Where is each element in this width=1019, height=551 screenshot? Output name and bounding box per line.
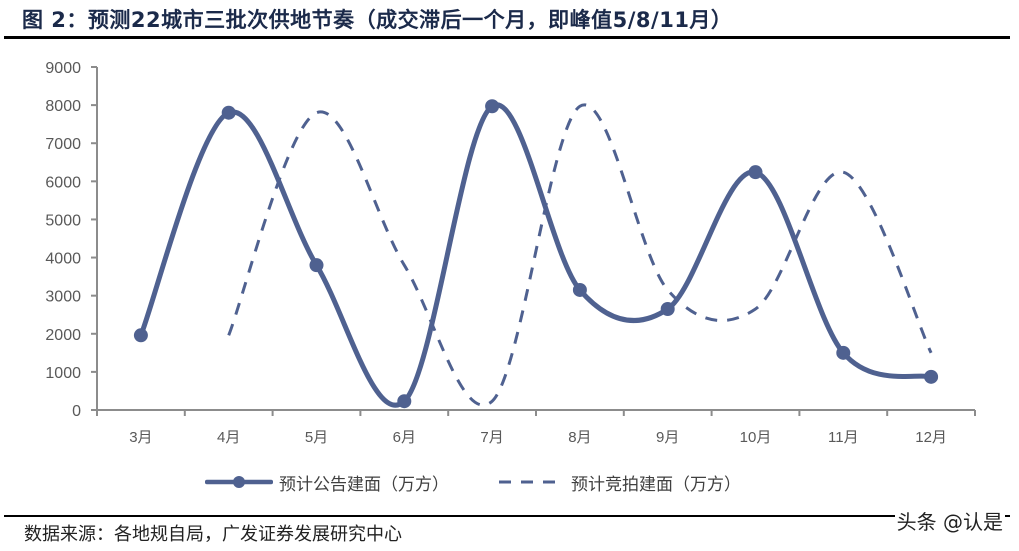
footer-divider xyxy=(4,515,1010,517)
legend-label-announced: 预计公告建面（万方） xyxy=(279,474,449,495)
data-point-marker xyxy=(397,394,412,409)
y-tick-label: 8000 xyxy=(45,98,81,115)
data-point-marker xyxy=(836,345,851,360)
y-tick-label: 5000 xyxy=(45,212,81,229)
y-tick-label: 2000 xyxy=(45,327,81,344)
data-source-note: 数据来源：各地规自局，广发证券发展研究中心 xyxy=(24,524,402,545)
x-tick-label: 12月 xyxy=(915,429,947,446)
x-axis: 3月 4月 5月 6月 7月 8月 9月 10月 11月 12月 xyxy=(96,409,976,446)
x-tick-label: 11月 xyxy=(828,429,859,446)
data-point-marker xyxy=(221,105,236,120)
chart-legend: 预计公告建面（万方） 预计竞拍建面（万方） xyxy=(205,468,789,496)
y-axis: 0 1000 2000 3000 4000 5000 6000 7000 8000 9000 xyxy=(45,60,98,420)
solid-line-marker-icon xyxy=(205,476,273,488)
data-point-marker xyxy=(133,328,148,343)
x-tick-label: 8月 xyxy=(568,429,591,446)
data-point-marker xyxy=(660,302,675,317)
y-tick-label: 0 xyxy=(72,403,81,420)
y-tick-label: 6000 xyxy=(45,174,81,191)
x-tick-label: 6月 xyxy=(393,429,416,446)
dashed-line-icon xyxy=(499,480,563,484)
title-divider xyxy=(4,36,1010,39)
x-tick-label: 9月 xyxy=(656,429,679,446)
data-point-marker xyxy=(309,258,324,273)
figure-title: 图 2：预测22城市三批次供地节奏（成交滞后一个月，即峰值5/8/11月） xyxy=(22,8,733,32)
y-tick-label: 4000 xyxy=(45,251,81,268)
watermark: 头条 @认是 xyxy=(894,506,1005,535)
legend-item-auction: 预计竞拍建面（万方） xyxy=(497,470,741,495)
legend-label-auction: 预计竞拍建面（万方） xyxy=(571,474,741,495)
x-tick-label: 10月 xyxy=(740,429,772,446)
series-layer xyxy=(133,99,939,409)
data-point-marker xyxy=(924,369,939,384)
data-point-marker xyxy=(572,282,587,297)
y-tick-label: 7000 xyxy=(45,136,81,153)
legend-item-announced: 预计公告建面（万方） xyxy=(205,470,449,495)
y-tick-label: 9000 xyxy=(45,60,81,77)
auction-series-line xyxy=(227,103,933,407)
x-tick-label: 4月 xyxy=(217,429,240,446)
y-tick-label: 3000 xyxy=(45,289,81,306)
data-point-marker xyxy=(485,99,500,114)
x-tick-label: 7月 xyxy=(480,429,503,446)
line-chart: 0 1000 2000 3000 4000 5000 6000 7000 8000 9000 3月… xyxy=(45,60,976,446)
data-point-marker xyxy=(748,165,763,180)
y-tick-label: 1000 xyxy=(45,365,81,382)
x-tick-label: 5月 xyxy=(305,429,328,446)
x-tick-label: 3月 xyxy=(129,429,152,446)
